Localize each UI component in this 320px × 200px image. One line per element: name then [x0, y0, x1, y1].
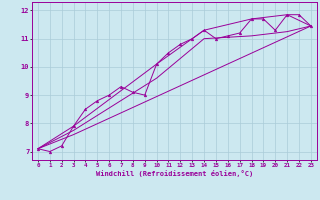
X-axis label: Windchill (Refroidissement éolien,°C): Windchill (Refroidissement éolien,°C): [96, 170, 253, 177]
